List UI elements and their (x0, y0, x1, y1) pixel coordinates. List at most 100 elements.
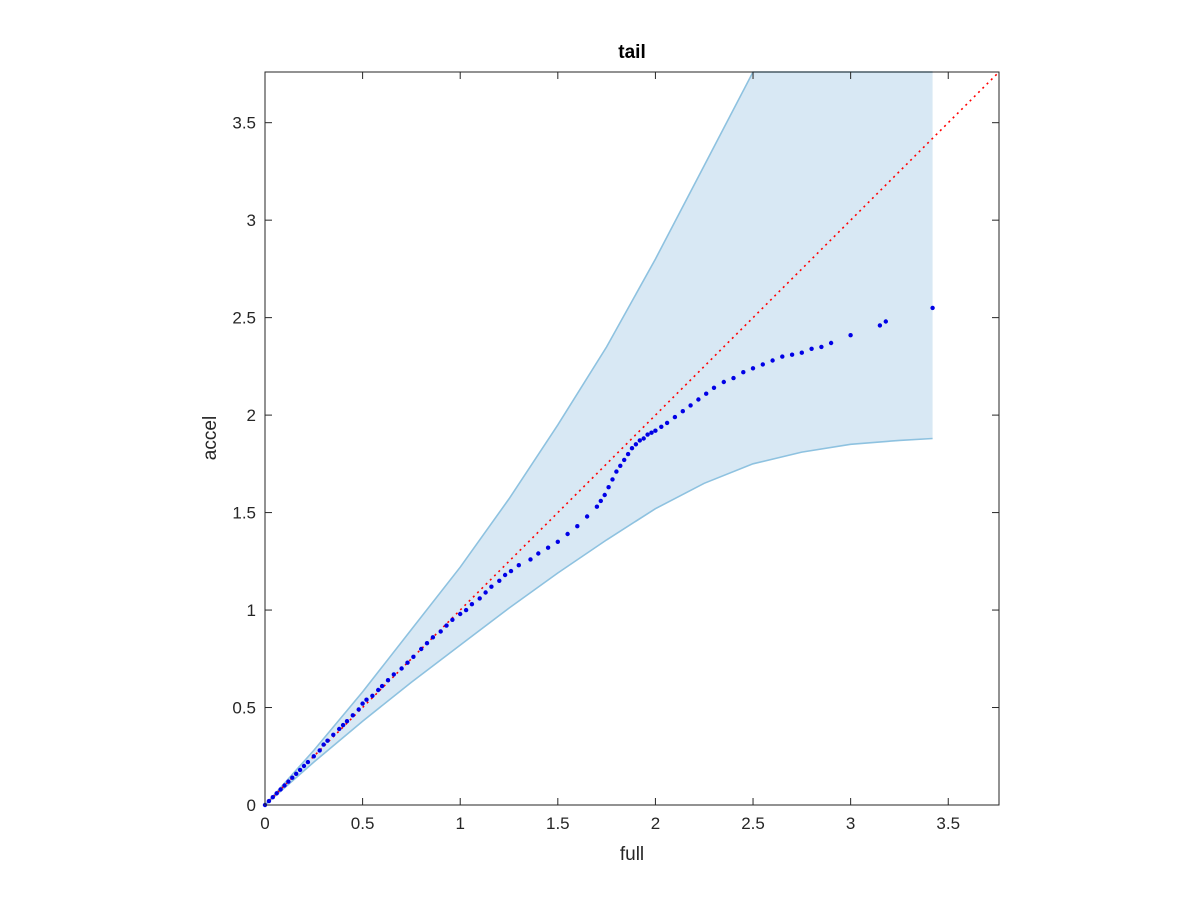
reference-line-group (264, 71, 1000, 806)
data-point (270, 795, 275, 800)
x-tick-label: 1 (455, 814, 464, 833)
data-point (598, 498, 603, 504)
data-point (282, 783, 287, 788)
data-point (711, 385, 717, 390)
data-point (376, 687, 381, 693)
data-point (411, 654, 416, 659)
data-point (594, 504, 600, 509)
data-point (399, 666, 404, 671)
data-point (266, 798, 272, 804)
data-point (653, 428, 658, 433)
data-point (405, 660, 410, 665)
data-point (584, 514, 590, 519)
x-tick-label: 2.5 (741, 814, 765, 833)
data-point (489, 584, 494, 589)
data-point (438, 629, 443, 634)
y-tick-label: 2.5 (232, 309, 256, 328)
data-point (664, 420, 670, 426)
data-point (848, 333, 853, 338)
data-point (444, 623, 449, 628)
x-tick-label: 0 (260, 814, 269, 833)
data-point (528, 557, 533, 562)
data-point (301, 763, 307, 769)
data-point (789, 352, 795, 357)
x-tick-label: 0.5 (351, 814, 375, 833)
data-point (317, 748, 322, 753)
data-point (721, 379, 726, 385)
data-point (356, 707, 361, 712)
data-point (391, 672, 396, 677)
data-point (731, 375, 736, 381)
data-point (337, 726, 342, 732)
data-point (649, 430, 654, 435)
data-point (340, 722, 346, 728)
data-point (463, 607, 469, 613)
data-point (633, 442, 639, 447)
data-point (385, 678, 391, 683)
data-point (625, 451, 631, 457)
band-lower-edge (264, 437, 933, 806)
y-tick-label: 0.5 (232, 699, 256, 718)
x-tick-label: 1.5 (546, 814, 570, 833)
data-point (659, 424, 664, 429)
data-point (750, 366, 756, 371)
data-point (614, 469, 619, 474)
data-point (344, 719, 350, 724)
y-tick-label: 3.5 (232, 114, 256, 133)
y-tick-label: 2 (247, 406, 256, 425)
data-point (545, 545, 551, 550)
data-point (450, 617, 455, 622)
data-point (565, 531, 570, 537)
y-tick-label: 1 (247, 601, 256, 620)
data-point (680, 409, 685, 414)
data-point (290, 775, 295, 780)
data-point (516, 563, 521, 568)
data-point (297, 767, 303, 773)
y-axis-label: accel (200, 416, 221, 460)
data-point (483, 590, 488, 595)
data-point (311, 754, 316, 759)
data-point (469, 602, 475, 607)
data-point (672, 414, 678, 420)
confidence-band (264, 71, 933, 806)
data-point (610, 477, 615, 482)
data-point (741, 370, 746, 375)
data-point (379, 683, 385, 689)
data-point (477, 596, 482, 601)
data-point (458, 611, 463, 617)
data-point (622, 457, 627, 463)
data-point (370, 693, 375, 698)
data-point (930, 305, 935, 311)
data-point (424, 641, 430, 646)
data-point (770, 358, 775, 363)
data-point (575, 524, 580, 529)
x-axis-label: full (620, 844, 644, 865)
data-point (606, 485, 611, 490)
data-point (331, 732, 336, 737)
data-point (555, 539, 560, 544)
data-point (364, 697, 369, 702)
data-point (497, 578, 502, 583)
y-tick-label: 0 (247, 796, 256, 815)
data-point (350, 713, 355, 718)
y-tick-label: 1.5 (232, 504, 256, 523)
data-points (262, 305, 935, 808)
data-point (688, 403, 693, 408)
data-point (760, 362, 765, 367)
data-point (602, 492, 607, 498)
reference-line (264, 71, 1000, 806)
data-point (325, 738, 330, 743)
y-tick-label: 3 (247, 211, 256, 230)
data-point (536, 551, 541, 556)
data-point (321, 742, 326, 747)
data-point (360, 701, 365, 706)
plot-frame (264, 71, 1000, 806)
x-tick-label: 2 (651, 814, 660, 833)
data-point (278, 787, 283, 792)
data-point (809, 346, 814, 351)
x-tick-label: 3 (846, 814, 855, 833)
data-point (286, 779, 291, 784)
data-point (294, 771, 299, 776)
data-point (305, 759, 311, 765)
